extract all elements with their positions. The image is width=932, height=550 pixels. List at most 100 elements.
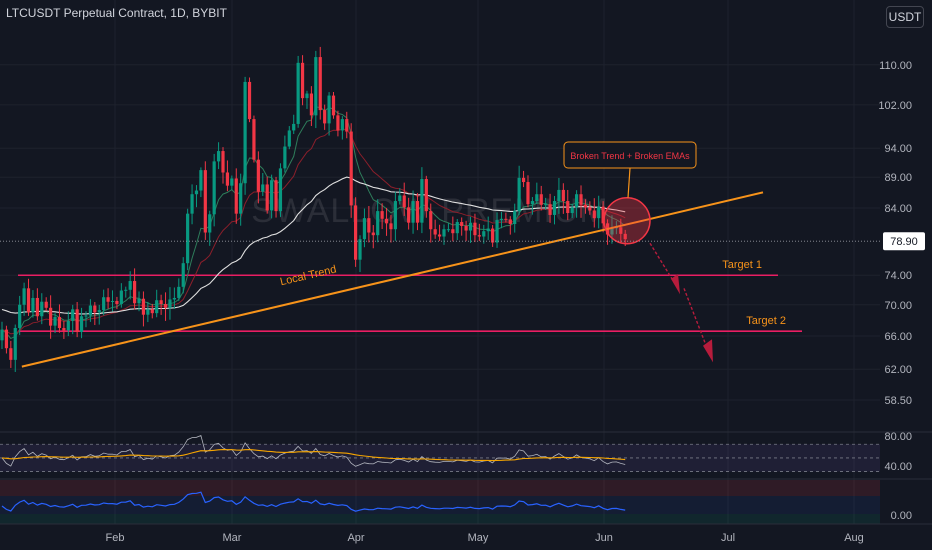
callout-box <box>563 141 697 169</box>
candle <box>163 303 168 308</box>
candle <box>141 298 146 315</box>
candle <box>535 194 539 202</box>
candle <box>597 206 601 219</box>
candle <box>371 232 375 236</box>
candle <box>261 184 265 192</box>
candle <box>283 146 287 169</box>
candle <box>84 315 88 317</box>
oscillator-line <box>1 491 626 512</box>
trendline-label: Local Trend <box>279 263 338 288</box>
price-tick-label: 94.00 <box>884 143 912 155</box>
candle <box>482 231 486 237</box>
candle <box>579 194 583 205</box>
osc-band-upper <box>0 480 880 496</box>
candle <box>225 172 230 186</box>
arrow-head <box>703 339 713 363</box>
candle <box>177 286 181 298</box>
time-tick-label: Feb <box>106 532 125 544</box>
price-tick-label: 66.00 <box>884 331 912 343</box>
candle <box>239 183 243 214</box>
candle <box>53 317 57 326</box>
price-tick-label: 62.00 <box>884 364 912 376</box>
candle <box>513 211 517 224</box>
currency-button[interactable]: USDT <box>886 6 924 28</box>
candle <box>623 233 627 240</box>
candle <box>318 57 322 111</box>
candle <box>340 119 344 131</box>
time-tick-label: Jul <box>721 532 735 544</box>
candle <box>243 81 247 184</box>
callout-pointer <box>627 167 631 198</box>
candle <box>477 235 481 237</box>
price-axis[interactable]: 110.00 102.00 94.00 89.00 84.00 78.90 74.00 70.… <box>0 60 925 522</box>
candle <box>79 316 84 332</box>
candle <box>460 222 464 226</box>
candle <box>526 182 530 205</box>
candle <box>491 228 495 243</box>
candle <box>106 297 110 302</box>
candle <box>619 227 623 234</box>
candle <box>190 194 194 214</box>
time-tick-label: Aug <box>844 532 864 544</box>
projection-arrow <box>649 242 677 286</box>
candle <box>588 207 592 211</box>
candle <box>31 297 35 313</box>
candle <box>358 239 362 260</box>
candle <box>265 184 269 211</box>
candle <box>349 131 353 206</box>
candle <box>437 234 442 237</box>
candle <box>464 225 468 231</box>
candle <box>44 301 48 308</box>
candle <box>583 204 588 208</box>
candle <box>548 204 552 215</box>
broken-trend-circle <box>603 196 651 245</box>
candle <box>442 229 446 237</box>
candle <box>407 207 411 223</box>
candle <box>376 211 380 236</box>
candle <box>327 95 331 124</box>
candle <box>296 62 300 124</box>
candle <box>561 189 565 202</box>
price-tick-label: 110.00 <box>879 60 912 72</box>
candle <box>102 297 106 311</box>
osc-band-lower <box>0 514 880 524</box>
rsi-tick-label: 40.00 <box>884 461 912 473</box>
osc-band-mid <box>0 496 880 514</box>
candle <box>566 201 570 214</box>
candle <box>97 310 101 313</box>
target-levels: Target 1 Target 2 <box>18 259 802 332</box>
candle <box>88 305 92 316</box>
candle <box>610 227 614 235</box>
candle <box>186 213 190 264</box>
time-tick-label: Mar <box>223 532 242 544</box>
candle <box>473 222 477 236</box>
candle <box>384 218 389 224</box>
candle <box>274 180 278 212</box>
candle <box>146 309 150 315</box>
candle <box>199 170 203 191</box>
candles <box>0 46 627 372</box>
candle <box>517 177 521 212</box>
candle <box>256 159 260 192</box>
candle <box>362 218 367 240</box>
annotations: Broken Trend + Broken EMAs <box>563 141 713 363</box>
candle <box>208 214 212 233</box>
candle <box>247 81 252 120</box>
ema-lines <box>1 106 626 340</box>
candle <box>539 194 543 205</box>
candle <box>172 297 176 300</box>
rsi-ma-line <box>1 449 626 462</box>
candle <box>0 329 4 341</box>
candle <box>354 205 358 260</box>
candle <box>35 297 39 317</box>
time-axis[interactable]: Feb Mar Apr May Jun Jul Aug <box>0 523 932 544</box>
candle <box>570 207 574 214</box>
candle <box>115 300 119 304</box>
price-tick-label: 58.50 <box>884 395 912 407</box>
candle <box>150 309 154 314</box>
candle <box>544 204 548 206</box>
candle <box>110 300 115 302</box>
indicator-panes <box>0 431 932 524</box>
arrow-head <box>671 273 680 295</box>
